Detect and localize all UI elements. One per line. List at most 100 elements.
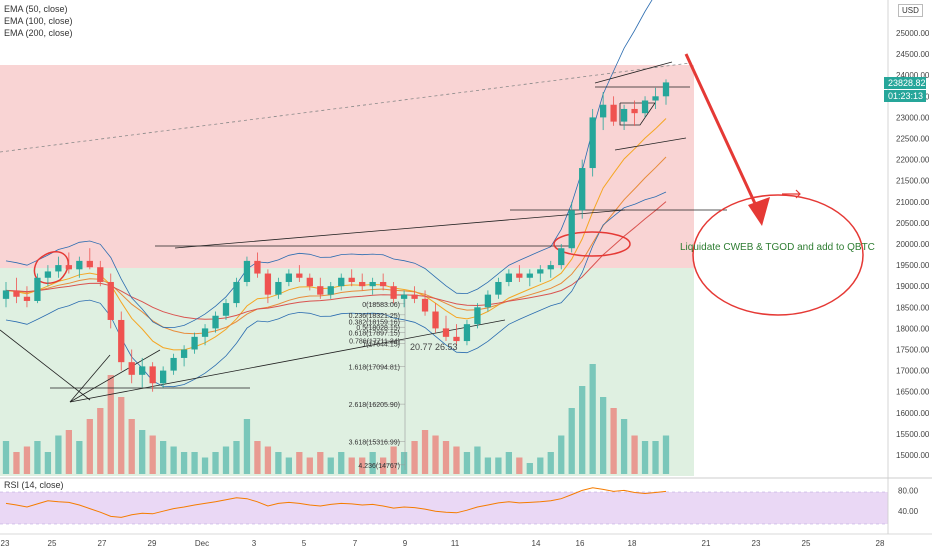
price-tick-label: 16000.00 xyxy=(896,409,930,418)
time-tick-label: 23 xyxy=(1,539,10,548)
time-tick-label: 18 xyxy=(628,539,637,548)
candle-body xyxy=(610,104,617,122)
volume-bar xyxy=(484,457,492,474)
volume-bar xyxy=(620,419,628,474)
ema100-legend[interactable]: EMA (100, close) xyxy=(4,16,73,26)
red-circle-annotation xyxy=(692,194,864,316)
volume-bar xyxy=(254,441,261,474)
volume-bar xyxy=(579,386,586,474)
price-tick-label: 22000.00 xyxy=(896,156,930,165)
long-trendline-dashed xyxy=(0,62,691,153)
ema200-legend[interactable]: EMA (200, close) xyxy=(4,28,73,38)
volume-bar xyxy=(264,446,272,474)
fan-line-a xyxy=(69,354,111,403)
candle-body xyxy=(13,290,20,297)
bollinger-lower xyxy=(5,191,667,388)
rsi-label: RSI (14, close) xyxy=(4,480,64,490)
countdown-tag: 01:23:13 xyxy=(884,90,926,102)
fibonacci-extension: 0(18583.06) 0.236(18321.25)0.382(18159.16… xyxy=(349,302,405,470)
candle-body xyxy=(600,104,607,118)
volume-bar xyxy=(380,457,387,474)
price-tick-label: 21500.00 xyxy=(896,177,930,186)
profit-zone xyxy=(0,268,694,476)
time-tick-label: 7 xyxy=(353,539,358,548)
candle-body xyxy=(233,281,240,304)
volume-bar xyxy=(338,452,345,474)
price-tick-label: 17500.00 xyxy=(896,346,930,355)
volume-bar xyxy=(495,457,502,474)
currency-badge[interactable]: USD xyxy=(898,4,923,17)
volume-bar xyxy=(118,397,125,474)
candle-body xyxy=(170,357,177,371)
time-tick-label: 25 xyxy=(802,539,811,548)
volume-bar xyxy=(296,452,303,474)
volume-bar xyxy=(180,452,188,474)
candle-body xyxy=(400,294,408,299)
fan-line-b xyxy=(69,349,161,403)
candle-body xyxy=(484,294,492,308)
volume-bar xyxy=(505,452,512,474)
volume-bar xyxy=(558,435,565,474)
volume-bar xyxy=(516,457,523,474)
candle-body xyxy=(390,286,397,299)
price-tick-label: 15500.00 xyxy=(896,430,930,439)
candle-body xyxy=(317,286,324,295)
volume-bar xyxy=(34,441,41,474)
time-axis: 23 25 27 29 Dec 3 5 7 9 11 14 16 18 21 23 25 28 xyxy=(1,539,885,548)
fib-level-label: 3.618(15316.99) xyxy=(349,440,400,447)
candle-body xyxy=(65,265,72,270)
fib-level-label: 0.5(18028.15) xyxy=(356,325,400,332)
volume-bar xyxy=(128,419,135,474)
price-tick-label: 20500.00 xyxy=(896,219,930,228)
volume-bar xyxy=(160,441,167,474)
candle-body xyxy=(76,260,83,270)
volume-bar xyxy=(589,364,596,474)
candle-body xyxy=(149,366,156,384)
ema100-line xyxy=(5,156,667,335)
price-tick-label: 25000.00 xyxy=(896,29,930,38)
volume-bar xyxy=(453,446,460,474)
ema50-legend[interactable]: EMA (50, close) xyxy=(4,4,68,14)
volume-bar xyxy=(652,441,659,474)
volume-bar xyxy=(547,452,554,474)
volume-bar xyxy=(662,435,670,474)
time-tick-label: 29 xyxy=(148,539,157,548)
fib-level-label: 0.618(17897.15) xyxy=(349,331,400,338)
candle-body xyxy=(107,281,114,320)
volume-bar xyxy=(306,457,313,474)
candle-body xyxy=(55,265,62,272)
candle-body xyxy=(495,281,502,295)
volume-bar xyxy=(243,419,251,474)
time-tick-label: 25 xyxy=(48,539,57,548)
candle-body xyxy=(411,294,418,299)
volume-bar xyxy=(359,457,366,474)
top-channel-3 xyxy=(614,137,687,151)
volume-bar xyxy=(421,430,429,474)
candle-body xyxy=(306,277,313,287)
volume-bar xyxy=(149,435,156,474)
candle-body xyxy=(579,168,586,211)
volume-bar xyxy=(568,408,575,474)
fib-level-label: 0.382(18159.16) xyxy=(349,320,400,327)
volume-bar xyxy=(107,375,114,474)
candle-body xyxy=(243,260,251,282)
time-tick-label: 11 xyxy=(451,539,460,548)
candle-body xyxy=(537,269,544,274)
candle-body xyxy=(474,307,481,325)
candle-body xyxy=(652,96,659,101)
rsi-readout-annotation: 20.77 26.53 xyxy=(410,342,458,352)
candle-body xyxy=(568,210,575,249)
volume-bar xyxy=(55,435,62,474)
time-tick-label: 21 xyxy=(702,539,711,548)
candle-body xyxy=(327,286,334,295)
candle-body xyxy=(118,319,125,363)
red-circle-left xyxy=(33,250,69,284)
volume-bar xyxy=(369,452,376,474)
rsi-line: 80.00 40.00 xyxy=(5,486,919,518)
candle-body xyxy=(662,82,670,97)
bollinger-upper xyxy=(5,0,653,329)
liquidate-annotation: Liquidate CWEB & TGOD and add to QBTC xyxy=(680,242,875,253)
price-tick-label: 19000.00 xyxy=(896,282,930,291)
time-tick-label: 14 xyxy=(532,539,541,548)
